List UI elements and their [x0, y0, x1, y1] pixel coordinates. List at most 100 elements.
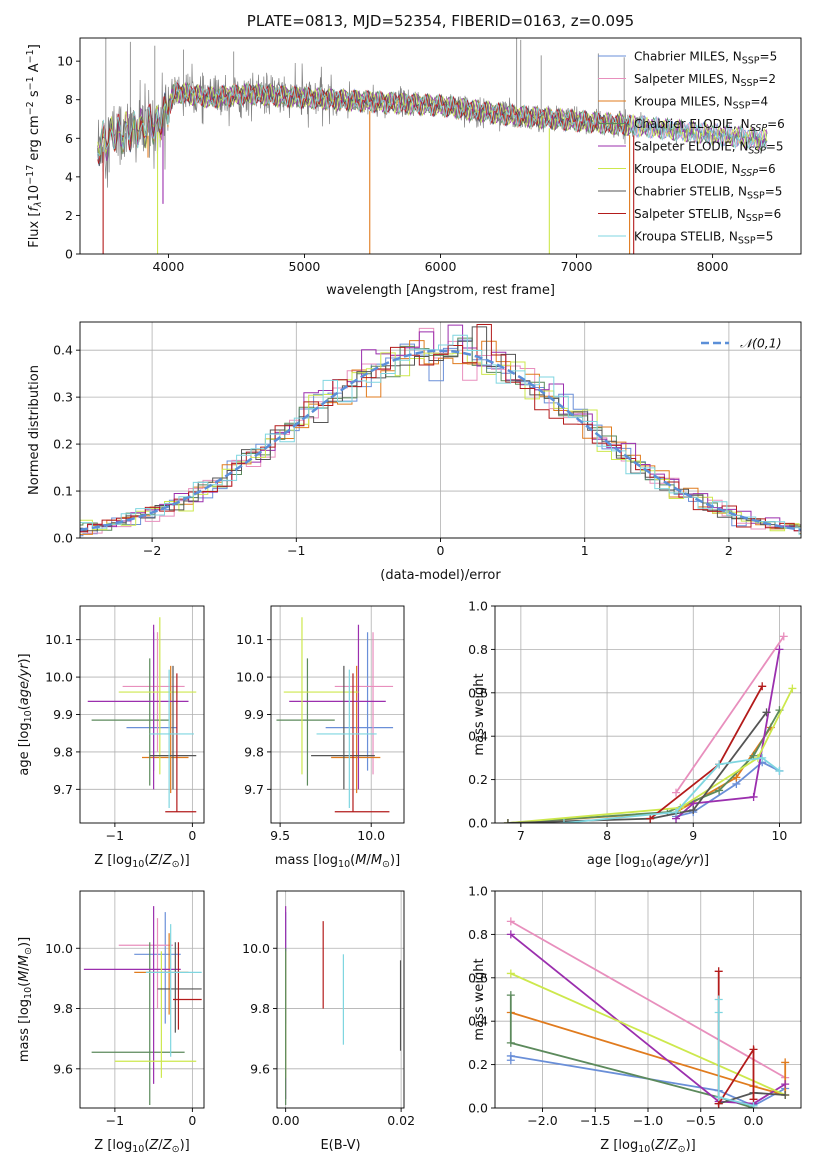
label-part: f	[27, 205, 42, 212]
label-part: Z [log	[94, 853, 132, 868]
x-tick-label: 1	[581, 543, 589, 558]
y-tick-label: 0.4	[53, 343, 73, 358]
label-part: age [log	[17, 722, 32, 775]
label-part: Salpeter MILES, N	[634, 72, 741, 86]
axes-frame-age-vs-Z: −1 09.79.89.910.010.1Z [log10(Z/Z⊙)]age […	[17, 605, 205, 870]
legend-label: Chabrier ELODIE, NSSP=6	[634, 117, 785, 134]
label-part: ⊙	[172, 859, 180, 870]
axes-residuals: −2 −1 0 1 2 0.0 0.1 0.2 0.3 0.4 𝒩(0,1) (data-model)…	[27, 321, 802, 583]
label-part: Z	[162, 853, 173, 868]
y-tick-label: 0.0	[468, 816, 488, 831]
y-tick-label: 0.3	[53, 390, 73, 405]
x-tick-label: 4000	[153, 259, 185, 274]
y-tick-label: 9.8	[53, 744, 73, 759]
x-axis-label: Z [log10(Z/Z⊙)]	[94, 853, 189, 870]
weight-marker	[689, 805, 698, 814]
label-part: =6	[767, 117, 785, 131]
x-tick-label: 8	[603, 828, 611, 843]
label-part: ]	[27, 44, 42, 49]
y-tick-label: 10.0	[236, 670, 264, 685]
label-part: Kroupa STELIB, N	[634, 230, 738, 244]
x-axis-label: mass [log10(M/M⊙)]	[275, 853, 400, 870]
weight-marker	[758, 682, 767, 691]
label-part: M	[17, 971, 32, 982]
weight-marker	[715, 786, 724, 795]
x-axis-label: Z [log10(Z/Z⊙)]	[94, 1138, 189, 1155]
label-part: Salpeter ELODIE, N	[634, 140, 748, 154]
label-part: Salpeter STELIB, N	[634, 207, 746, 221]
y-tick-label: 0.6	[468, 685, 488, 700]
label-part: erg cm	[27, 115, 42, 164]
y-tick-label: 10.0	[45, 941, 73, 956]
weight-line	[510, 920, 786, 1079]
label-part: age [log	[587, 853, 640, 868]
axes-frame	[494, 605, 802, 824]
y-tick-label: 0	[65, 247, 73, 262]
weight-marker	[672, 808, 681, 817]
y-tick-label: 0.0	[53, 531, 73, 546]
weight-line	[510, 972, 786, 1096]
label-part: Z [log	[600, 1138, 638, 1153]
label-part: Chabrier MILES, N	[634, 50, 742, 64]
weight-marker	[749, 792, 758, 801]
y-axis-label: age [log10(age/yr)]	[17, 653, 34, 775]
x-tick-label: −2	[143, 543, 161, 558]
weight-marker	[781, 1080, 790, 1089]
label-part: =6	[758, 162, 776, 176]
axes-frame-mass-vs-EBV: 0.00 0.02 9.6 9.8 10.0 E(B-V)	[242, 890, 415, 1153]
label-part: Z	[148, 853, 159, 868]
y-tick-label: 10.0	[242, 941, 270, 956]
label-part: 10	[23, 710, 34, 722]
label-part: =6	[764, 207, 782, 221]
y-tick-label: 6	[65, 131, 73, 146]
weight-marker	[781, 1090, 790, 1099]
weight-line	[507, 688, 794, 823]
legend-label: Salpeter STELIB, NSSP=6	[634, 207, 781, 224]
label-part: 10	[132, 1144, 144, 1155]
label-part: =4	[750, 95, 768, 109]
y-tick-label: 0.6	[468, 970, 488, 985]
weight-marker	[714, 967, 723, 976]
legend-label: Kroupa MILES, NSSP=4	[634, 95, 768, 112]
axes-frame-spectrum: 4000 5000 6000 7000 8000 0 2 4 6 8 10 wavelength [A…	[25, 37, 802, 298]
y-tick-label: 0.1	[53, 484, 73, 499]
y-tick-label: 0.2	[53, 437, 73, 452]
weight-marker	[779, 632, 788, 641]
label-part: M	[371, 853, 382, 868]
histogram-step	[80, 339, 801, 537]
legend-label: 𝒩(0,1)	[740, 336, 782, 351]
plot-area-age-vs-Z	[87, 617, 197, 813]
label-part: /	[158, 1138, 163, 1153]
gaussian-curve	[80, 349, 801, 532]
y-tick-label: 0.2	[468, 772, 488, 787]
y-tick-label: 2	[65, 208, 73, 223]
weight-marker	[714, 1093, 723, 1102]
y-tick-label: 9.8	[53, 1001, 73, 1016]
axes-spectrum: 4000 5000 6000 7000 8000 0 2 4 6 8 10 wavelength [A…	[25, 37, 802, 298]
weight-line	[717, 999, 754, 1107]
label-part: )]	[17, 653, 32, 663]
weight-marker	[506, 1038, 515, 1047]
label-part: M	[355, 853, 366, 868]
y-tick-label: 10.1	[45, 632, 73, 647]
label-part: 10	[638, 1144, 650, 1155]
weight-marker	[775, 645, 784, 654]
x-axis-label: (data-model)/error	[380, 568, 501, 583]
model-spectrum-line	[97, 82, 632, 164]
weight-marker	[715, 760, 724, 769]
label-part: SSP	[741, 168, 759, 179]
x-tick-label: 10	[771, 828, 787, 843]
label-part: age/yr	[657, 853, 700, 868]
axes-mass-vs-EBV: 0.00 0.02 9.6 9.8 10.0 E(B-V)	[242, 890, 415, 1153]
x-tick-label: −1.5	[580, 1113, 610, 1128]
weight-marker	[503, 819, 512, 823]
x-tick-label: 2	[725, 543, 733, 558]
plot-area-spectrum	[97, 38, 768, 254]
y-tick-label: 1.0	[468, 599, 488, 614]
x-tick-label: 6000	[425, 259, 457, 274]
label-part: =5	[756, 230, 774, 244]
label-part: (	[350, 853, 355, 868]
weight-line	[675, 649, 781, 820]
y-tick-label: 9.9	[53, 707, 73, 722]
label-part: (	[652, 853, 657, 868]
